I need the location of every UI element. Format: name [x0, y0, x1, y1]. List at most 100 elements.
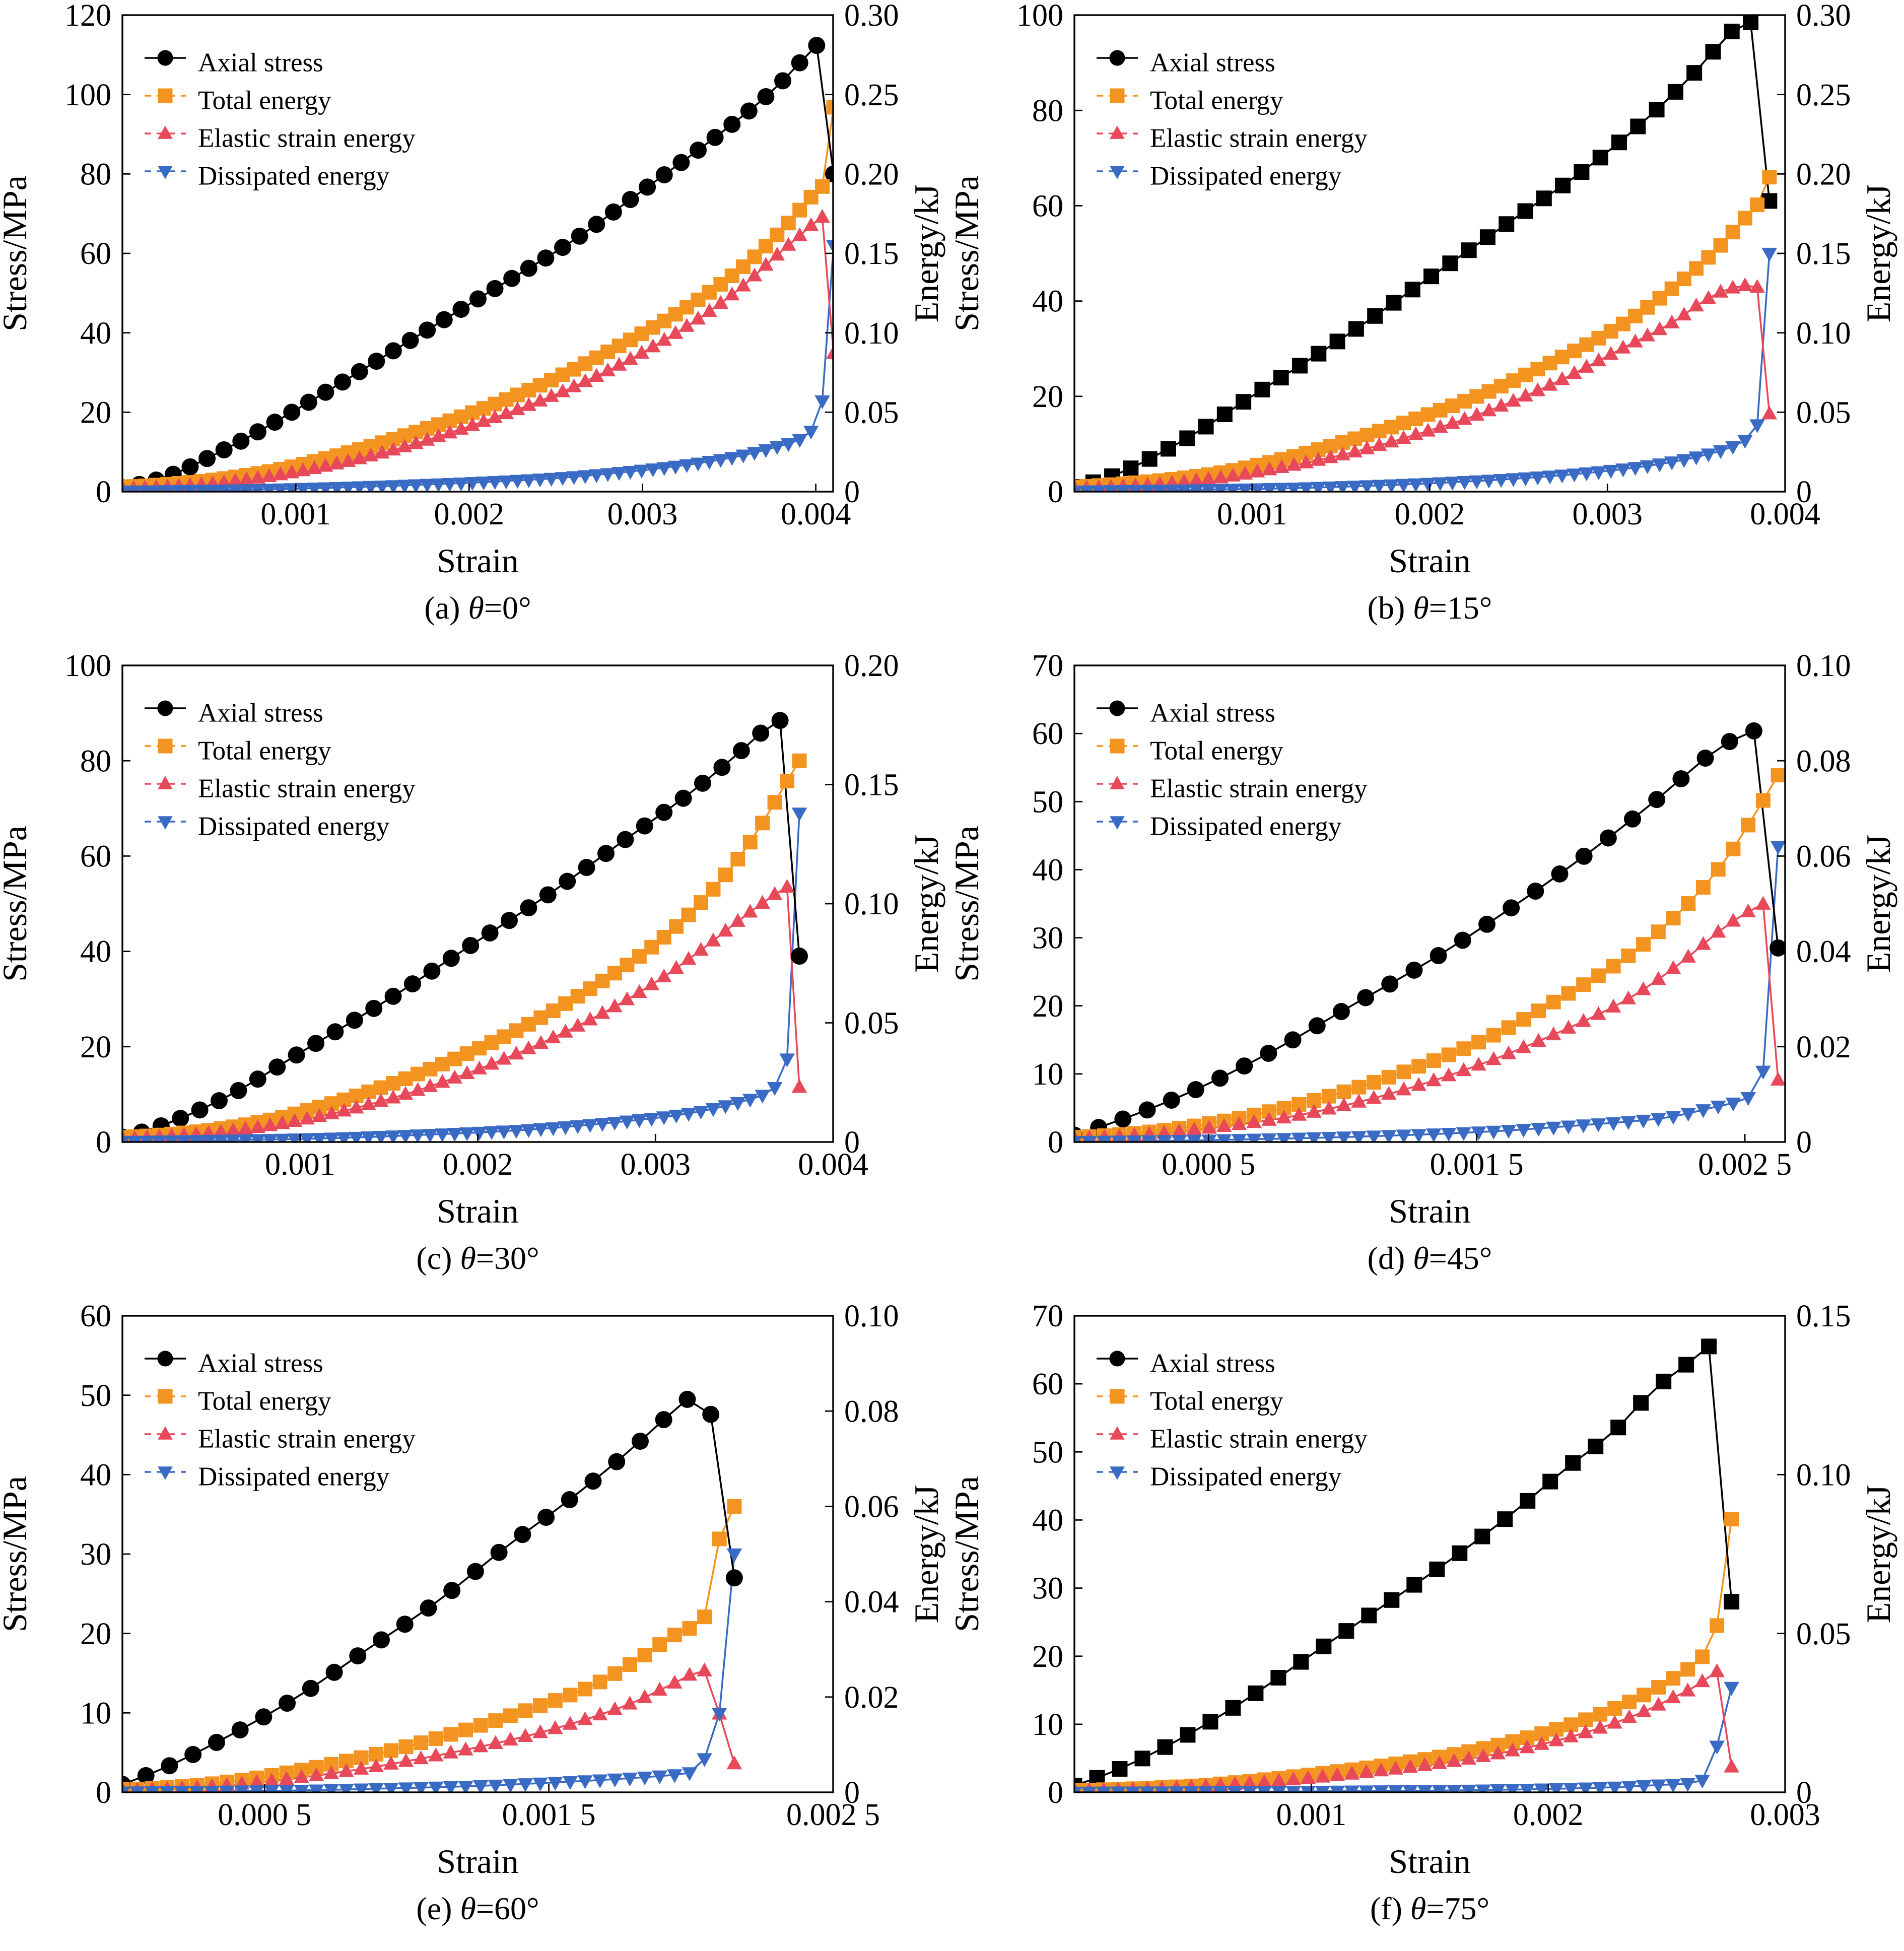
svg-text:0.20: 0.20 — [1796, 157, 1851, 191]
svg-text:80: 80 — [1032, 94, 1063, 128]
svg-text:120: 120 — [64, 0, 111, 33]
svg-text:10: 10 — [80, 1696, 111, 1730]
svg-text:Axial stress: Axial stress — [1150, 1349, 1275, 1378]
svg-text:0.15: 0.15 — [1796, 237, 1851, 271]
svg-text:0.002: 0.002 — [443, 1148, 513, 1182]
svg-text:0.15: 0.15 — [1796, 1301, 1851, 1333]
svg-text:50: 50 — [1032, 785, 1063, 819]
svg-text:Dissipated energy: Dissipated energy — [198, 812, 390, 841]
svg-text:Elastic strain energy: Elastic strain energy — [1150, 124, 1368, 153]
svg-text:0.002: 0.002 — [1395, 497, 1465, 531]
svg-text:60: 60 — [80, 839, 111, 873]
svg-text:Strain: Strain — [437, 1842, 518, 1880]
svg-text:0.001: 0.001 — [260, 497, 331, 531]
svg-text:0.08: 0.08 — [1796, 744, 1851, 778]
svg-text:100: 100 — [1016, 0, 1063, 33]
svg-text:Energy/kJ: Energy/kJ — [1859, 835, 1897, 973]
svg-text:20: 20 — [80, 395, 111, 430]
svg-text:0: 0 — [1796, 1125, 1812, 1160]
svg-text:40: 40 — [1032, 853, 1063, 888]
svg-text:0.001 5: 0.001 5 — [502, 1798, 596, 1832]
svg-text:0.002 5: 0.002 5 — [1698, 1148, 1792, 1182]
svg-text:0.05: 0.05 — [1796, 395, 1851, 430]
svg-text:0.30: 0.30 — [844, 0, 899, 33]
svg-text:Strain: Strain — [437, 542, 518, 580]
svg-text:70: 70 — [1032, 650, 1063, 683]
svg-text:Total energy: Total energy — [1150, 86, 1283, 115]
svg-text:20: 20 — [1032, 380, 1063, 414]
svg-text:10: 10 — [1032, 1057, 1063, 1092]
svg-text:0.20: 0.20 — [844, 650, 899, 683]
svg-text:(b) θ=15°: (b) θ=15° — [1368, 590, 1492, 626]
svg-text:40: 40 — [1032, 285, 1063, 319]
svg-text:Elastic strain energy: Elastic strain energy — [198, 1425, 416, 1454]
svg-text:Energy/kJ: Energy/kJ — [1859, 1485, 1897, 1624]
svg-text:20: 20 — [1032, 989, 1063, 1024]
svg-text:Axial stress: Axial stress — [1150, 699, 1275, 728]
svg-text:0.05: 0.05 — [844, 1006, 899, 1041]
svg-text:60: 60 — [80, 1301, 111, 1333]
svg-text:80: 80 — [80, 744, 111, 778]
svg-text:60: 60 — [80, 237, 111, 271]
svg-text:Total energy: Total energy — [198, 1387, 331, 1416]
svg-text:0.04: 0.04 — [1796, 935, 1851, 969]
svg-text:0.002: 0.002 — [1513, 1798, 1584, 1832]
svg-text:0.004: 0.004 — [798, 1148, 868, 1182]
svg-text:0.15: 0.15 — [844, 768, 899, 802]
svg-text:0.06: 0.06 — [844, 1490, 899, 1524]
svg-text:Axial stress: Axial stress — [198, 1349, 323, 1378]
svg-text:(d) θ=45°: (d) θ=45° — [1368, 1240, 1492, 1276]
svg-text:0.05: 0.05 — [1796, 1617, 1851, 1651]
svg-text:0.10: 0.10 — [844, 1301, 899, 1333]
svg-text:Elastic strain energy: Elastic strain energy — [198, 774, 416, 803]
svg-text:0.003: 0.003 — [1750, 1798, 1820, 1832]
svg-text:20: 20 — [80, 1030, 111, 1064]
svg-text:100: 100 — [64, 650, 111, 683]
svg-text:30: 30 — [80, 1537, 111, 1572]
svg-text:Strain: Strain — [1389, 1842, 1470, 1880]
svg-text:0.10: 0.10 — [1796, 1458, 1851, 1492]
svg-text:Energy/kJ: Energy/kJ — [907, 184, 945, 323]
svg-text:0.002: 0.002 — [434, 497, 505, 531]
svg-text:0.10: 0.10 — [1796, 650, 1851, 683]
svg-text:Energy/kJ: Energy/kJ — [1859, 184, 1897, 323]
svg-text:0.000 5: 0.000 5 — [1162, 1148, 1255, 1182]
svg-text:0.10: 0.10 — [844, 887, 899, 921]
svg-text:0.004: 0.004 — [1750, 497, 1820, 531]
svg-text:0.000 5: 0.000 5 — [218, 1798, 311, 1832]
svg-text:0: 0 — [96, 475, 111, 509]
svg-text:Stress/MPa: Stress/MPa — [0, 175, 34, 331]
svg-text:Total energy: Total energy — [1150, 736, 1283, 766]
svg-text:60: 60 — [1032, 189, 1063, 223]
svg-text:Elastic strain energy: Elastic strain energy — [198, 124, 416, 153]
svg-text:0.004: 0.004 — [781, 497, 851, 531]
svg-text:20: 20 — [1032, 1640, 1063, 1674]
svg-text:40: 40 — [80, 316, 111, 351]
svg-text:0: 0 — [1048, 475, 1063, 509]
svg-text:Stress/MPa: Stress/MPa — [0, 826, 34, 982]
svg-text:0.04: 0.04 — [844, 1585, 899, 1620]
svg-text:0.08: 0.08 — [844, 1394, 899, 1429]
svg-text:20: 20 — [80, 1617, 111, 1651]
svg-text:Elastic strain energy: Elastic strain energy — [1150, 1425, 1368, 1454]
svg-text:0.001: 0.001 — [1217, 497, 1287, 531]
svg-text:0.06: 0.06 — [1796, 839, 1851, 873]
svg-text:0.02: 0.02 — [844, 1680, 899, 1715]
svg-text:Total energy: Total energy — [1150, 1387, 1283, 1416]
svg-text:0.001 5: 0.001 5 — [1430, 1148, 1524, 1182]
svg-text:Dissipated energy: Dissipated energy — [1150, 1462, 1342, 1492]
svg-text:0.25: 0.25 — [844, 78, 899, 112]
svg-text:Stress/MPa: Stress/MPa — [952, 1476, 986, 1632]
svg-text:40: 40 — [80, 1458, 111, 1492]
svg-text:60: 60 — [1032, 717, 1063, 751]
svg-text:30: 30 — [1032, 1572, 1063, 1606]
svg-text:40: 40 — [80, 935, 111, 969]
svg-text:Elastic strain energy: Elastic strain energy — [1150, 774, 1368, 803]
svg-text:(e) θ=60°: (e) θ=60° — [416, 1891, 539, 1926]
svg-text:Stress/MPa: Stress/MPa — [952, 175, 986, 331]
svg-text:(c) θ=30°: (c) θ=30° — [416, 1240, 539, 1276]
svg-text:10: 10 — [1032, 1708, 1063, 1742]
svg-text:0.003: 0.003 — [1573, 497, 1643, 531]
svg-text:Energy/kJ: Energy/kJ — [907, 1485, 945, 1624]
svg-text:40: 40 — [1032, 1504, 1063, 1538]
